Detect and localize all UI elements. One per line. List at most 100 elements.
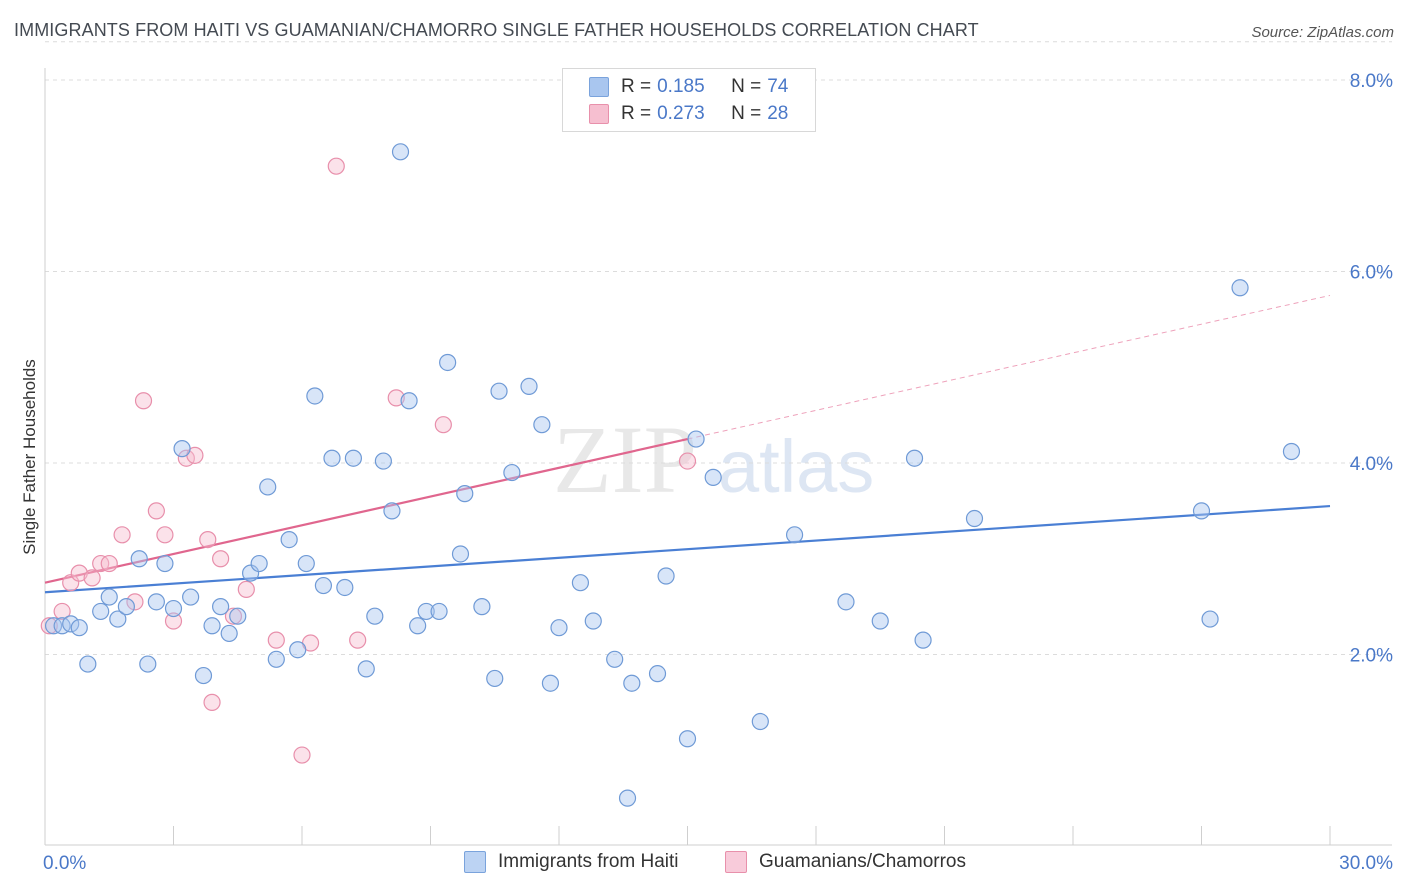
data-point-haiti xyxy=(687,430,705,448)
data-point-haiti xyxy=(212,598,230,616)
trendline-guam-extension xyxy=(687,294,1331,440)
data-point-guam xyxy=(70,564,88,582)
data-point-haiti xyxy=(109,610,127,628)
y-axis-label: Single Father Households xyxy=(20,359,39,555)
data-point-haiti xyxy=(62,615,80,633)
data-point-haiti xyxy=(344,449,362,467)
watermark-zip: ZIP xyxy=(553,406,697,513)
data-point-guam xyxy=(40,617,58,635)
data-point-guam xyxy=(147,502,165,520)
data-point-haiti xyxy=(1201,610,1219,628)
data-point-guam xyxy=(387,389,405,407)
legend-label-guam: Guamanians/Chamorros xyxy=(759,851,966,872)
data-point-haiti xyxy=(606,650,624,668)
legend-n-label: N = xyxy=(731,103,762,124)
data-point-haiti xyxy=(391,143,410,161)
data-point-haiti xyxy=(229,607,247,625)
y-tick-label: 2.0% xyxy=(1350,646,1393,667)
data-point-haiti xyxy=(914,631,932,649)
data-point-haiti xyxy=(173,440,191,458)
watermark: ZIP atlas xyxy=(553,406,874,513)
x-tick-label: 0.0% xyxy=(43,853,86,874)
data-point-haiti xyxy=(139,655,157,673)
data-point-haiti xyxy=(306,387,324,405)
data-point-haiti xyxy=(267,650,285,668)
data-point-haiti xyxy=(490,382,508,400)
data-point-haiti xyxy=(451,545,470,563)
legend-r-value: 0.185 xyxy=(657,76,705,97)
data-point-haiti xyxy=(130,550,148,568)
data-point-haiti xyxy=(147,593,165,611)
data-point-haiti xyxy=(336,578,354,597)
data-point-guam xyxy=(53,602,71,621)
data-point-haiti xyxy=(409,617,427,635)
data-point-haiti xyxy=(965,509,984,528)
data-point-haiti xyxy=(456,485,474,503)
data-point-guam xyxy=(237,580,255,598)
legend-n-value: 74 xyxy=(767,76,789,97)
legend-row-guam: R = 0.273 N = 28 xyxy=(563,102,788,126)
data-point-haiti xyxy=(1282,442,1301,461)
legend-r-label: R = xyxy=(621,76,652,97)
data-point-haiti xyxy=(323,449,341,467)
data-point-haiti xyxy=(383,502,401,520)
guam-swatch xyxy=(725,851,747,873)
data-point-guam xyxy=(293,746,311,764)
legend-item-haiti: Immigrants from Haiti xyxy=(464,851,679,873)
data-point-guam xyxy=(267,631,285,649)
data-point-haiti xyxy=(117,598,135,616)
data-point-haiti xyxy=(550,619,568,637)
data-point-haiti xyxy=(678,730,697,748)
data-point-haiti xyxy=(1192,502,1211,520)
data-point-haiti xyxy=(751,712,769,731)
trendline-haiti xyxy=(44,504,1331,594)
legend-r-label: R = xyxy=(621,103,652,124)
correlation-legend: R = 0.185 N = 74 R = 0.273 N = 28 xyxy=(562,68,816,132)
haiti-swatch xyxy=(464,851,486,873)
data-point-guam xyxy=(203,693,221,711)
data-point-haiti xyxy=(357,660,375,678)
data-point-haiti xyxy=(837,593,855,611)
data-point-haiti xyxy=(314,576,333,595)
data-point-guam xyxy=(100,554,118,573)
data-point-guam xyxy=(164,612,183,630)
y-tick-label: 4.0% xyxy=(1350,454,1393,475)
data-point-haiti xyxy=(520,377,538,395)
legend-row-haiti: R = 0.185 N = 74 xyxy=(563,75,788,99)
data-point-haiti xyxy=(417,602,435,621)
data-point-haiti xyxy=(1231,279,1249,297)
trendline-guam xyxy=(44,437,688,584)
data-point-haiti xyxy=(220,624,238,643)
data-point-haiti xyxy=(400,392,418,410)
data-point-haiti xyxy=(905,449,924,467)
data-point-haiti xyxy=(164,599,183,618)
series-legend: Immigrants from Haiti Guamanians/Chamorr… xyxy=(0,851,1406,877)
y-tick-label: 6.0% xyxy=(1350,263,1393,284)
data-point-haiti xyxy=(503,463,521,482)
data-point-haiti xyxy=(623,674,641,692)
data-point-haiti xyxy=(289,641,307,659)
data-point-guam xyxy=(113,526,131,544)
data-point-haiti xyxy=(366,607,384,625)
source-credit: Source: ZipAtlas.com xyxy=(1251,24,1394,41)
data-point-guam xyxy=(126,593,144,611)
data-point-guam xyxy=(83,569,101,587)
legend-n-label: N = xyxy=(731,76,762,97)
data-point-haiti xyxy=(704,468,722,486)
data-point-haiti xyxy=(79,655,97,673)
guam-swatch xyxy=(589,104,609,124)
data-point-haiti xyxy=(100,588,118,606)
data-point-haiti xyxy=(374,452,392,470)
data-point-haiti xyxy=(70,619,88,637)
data-point-haiti xyxy=(92,602,110,621)
y-tick-label: 8.0% xyxy=(1350,71,1393,92)
data-point-guam xyxy=(199,530,217,549)
data-point-haiti xyxy=(297,554,315,573)
data-point-haiti xyxy=(250,554,268,573)
data-point-guam xyxy=(327,157,345,175)
legend-item-guam: Guamanians/Chamorros xyxy=(725,851,966,873)
data-point-guam xyxy=(224,607,243,625)
data-point-haiti xyxy=(486,669,504,688)
data-point-haiti xyxy=(533,416,551,434)
